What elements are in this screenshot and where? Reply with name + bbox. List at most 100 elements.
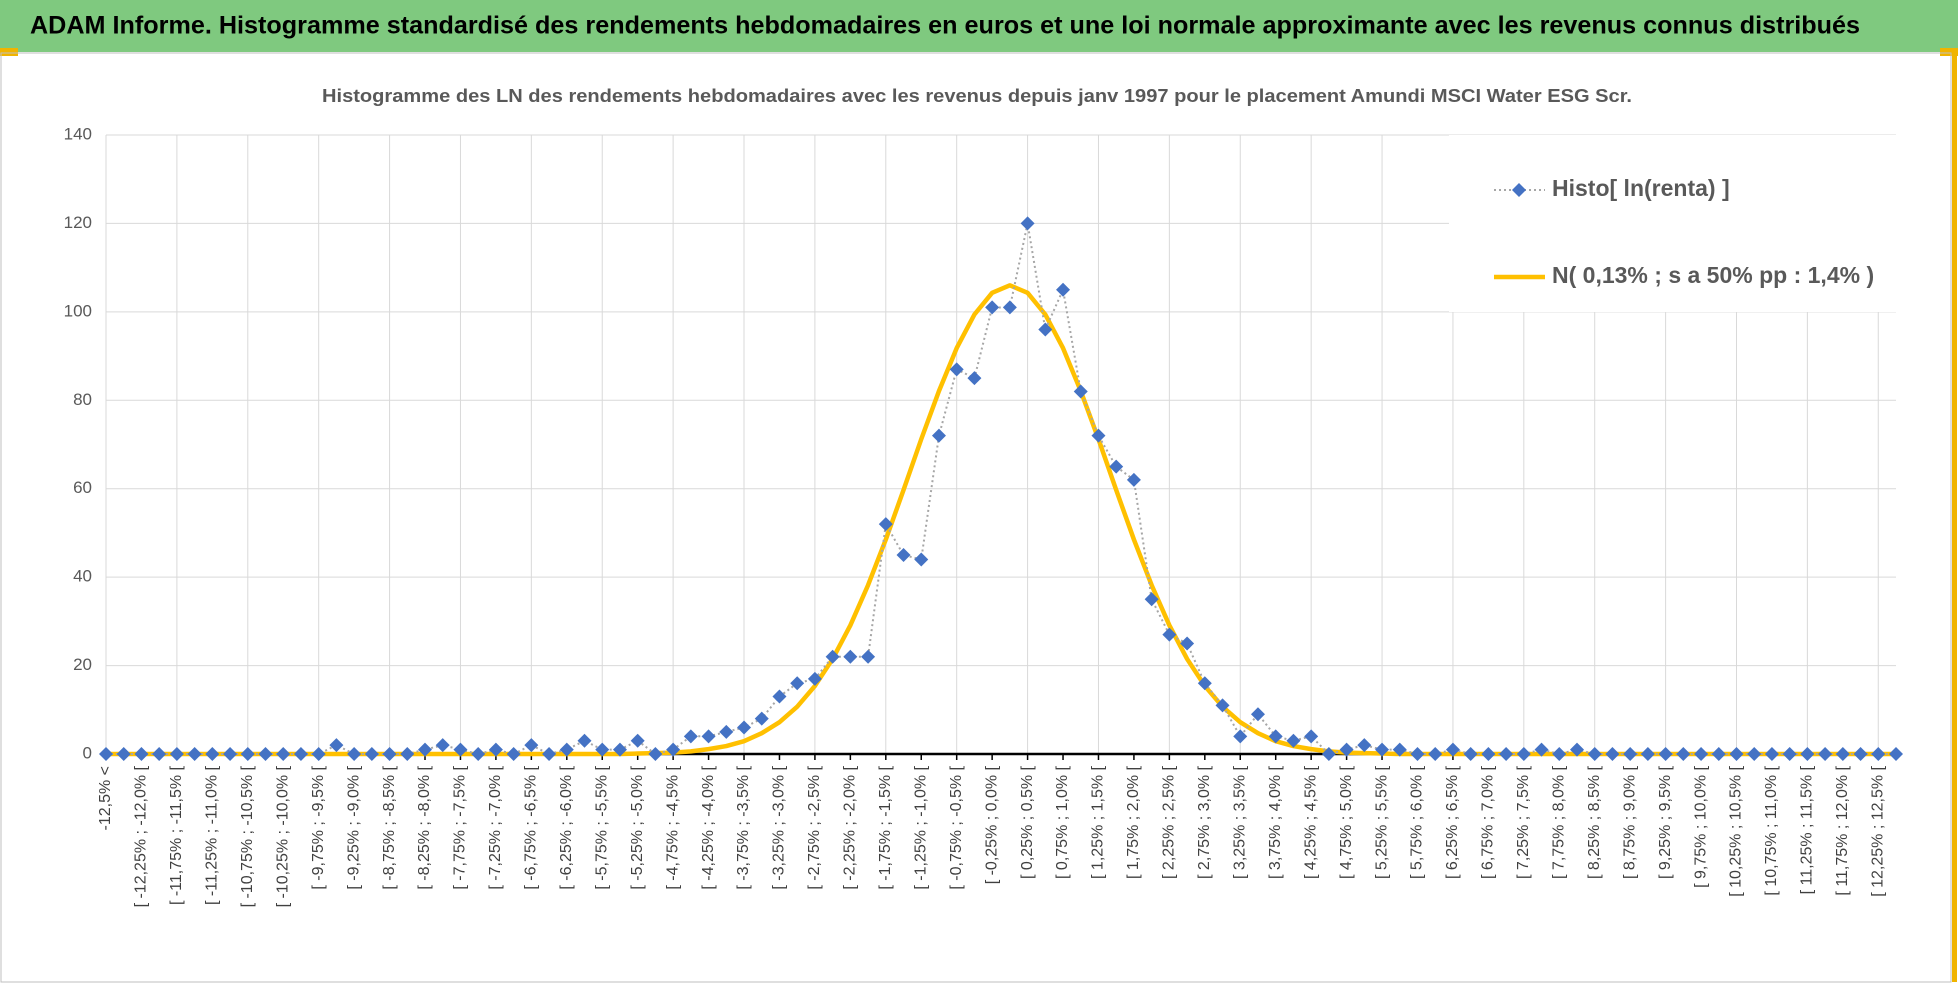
data-point (1339, 742, 1354, 757)
data-point (878, 517, 893, 532)
x-tick-label: [ -8,75% ; -8,5% [ (381, 765, 398, 889)
data-point (931, 428, 946, 443)
data-point (1357, 738, 1372, 753)
x-tick-label: [ 6,25% ; 6,5% [ (1444, 765, 1461, 879)
data-point (1818, 747, 1833, 761)
side-mark (1952, 52, 1957, 982)
x-tick-label: [ 0,75% ; 1,0% [ (1054, 765, 1071, 879)
data-point (1445, 742, 1460, 757)
data-point (825, 649, 840, 664)
data-point (169, 747, 184, 761)
x-tick-label: [ 4,25% ; 4,5% [ (1302, 765, 1319, 879)
data-point (1233, 729, 1248, 744)
data-point (595, 742, 610, 757)
data-point (506, 747, 521, 761)
x-tick-label: [ -3,75% ; -3,5% [ (735, 765, 752, 889)
data-point (737, 720, 752, 735)
data-point (1534, 742, 1549, 757)
data-point (1410, 747, 1425, 761)
x-tick-label: [ -2,75% ; -2,5% [ (806, 765, 823, 889)
data-point (1215, 698, 1230, 713)
data-point (1658, 747, 1673, 761)
x-tick-label: [ 10,25% ; 10,5% [ (1728, 765, 1745, 896)
y-tick-label: 60 (73, 478, 92, 497)
data-point (435, 738, 450, 753)
y-tick-label: 0 (83, 743, 92, 762)
data-point (488, 742, 503, 757)
data-point (612, 742, 627, 757)
x-tick-label: [ 5,75% ; 6,0% [ (1409, 765, 1426, 879)
data-point (1038, 322, 1053, 337)
x-tick-label: [ -6,75% ; -6,5% [ (523, 765, 540, 889)
data-point (258, 747, 273, 761)
x-tick-label: [ -5,25% ; -5,0% [ (629, 765, 646, 889)
x-tick-label: [ -9,75% ; -9,5% [ (310, 765, 327, 889)
x-tick-label: [ -9,25% ; -9,0% [ (345, 765, 362, 889)
data-point (1109, 459, 1124, 474)
data-point (1091, 428, 1106, 443)
legend-label: N( 0,13% ; s a 50% pp : 1,4% ) (1552, 262, 1874, 288)
x-tick-label: [ -7,25% ; -7,0% [ (487, 765, 504, 889)
data-point (1286, 733, 1301, 748)
data-point (1499, 747, 1514, 761)
data-point (648, 747, 663, 761)
data-point (683, 729, 698, 744)
x-tick-label: [ 11,25% ; 11,5% [ (1799, 765, 1816, 894)
y-tick-label: 40 (73, 567, 92, 586)
data-point (701, 729, 716, 744)
x-tick-label: [ -10,25% ; -10,0% [ (274, 765, 291, 907)
x-tick-label: [ 1,25% ; 1,5% [ (1090, 765, 1107, 879)
data-point (223, 747, 238, 761)
x-tick-label: [ 7,25% ; 7,5% [ (1515, 765, 1532, 879)
data-point (1304, 729, 1319, 744)
x-tick-label: [ 8,75% ; 9,0% [ (1621, 765, 1638, 879)
data-point (1835, 747, 1850, 761)
data-point (1002, 300, 1017, 315)
data-point (1676, 747, 1691, 761)
x-tick-label: [ 2,25% ; 2,5% [ (1161, 765, 1178, 879)
x-tick-label: [ -5,75% ; -5,5% [ (593, 765, 610, 889)
data-point (453, 742, 468, 757)
data-point (1428, 747, 1443, 761)
x-tick-label: [ 4,75% ; 5,0% [ (1338, 765, 1355, 879)
data-point (1321, 747, 1336, 761)
page-title: ADAM Informe. Histogramme standardisé de… (30, 12, 1860, 40)
data-point (542, 747, 557, 761)
x-tick-label: [ 8,25% ; 8,5% [ (1586, 765, 1603, 879)
x-tick-label: [ 0,25% ; 0,5% [ (1019, 765, 1036, 879)
data-point (1268, 729, 1283, 744)
data-point (329, 738, 344, 753)
legend-marker (1512, 183, 1526, 197)
x-tick-label: [ -1,25% ; -1,0% [ (912, 765, 929, 889)
x-tick-label: [ -11,25% ; -11,0% [ (204, 765, 221, 905)
data-point (134, 747, 149, 761)
x-tick-label: [ 7,75% ; 8,0% [ (1550, 765, 1567, 879)
x-tick-label: [ -1,75% ; -1,5% [ (877, 765, 894, 889)
x-tick-label: [ -10,75% ; -10,5% [ (239, 765, 256, 907)
y-tick-label: 120 (64, 213, 92, 232)
data-point (630, 733, 645, 748)
y-tick-label: 20 (73, 655, 92, 674)
x-tick-label: [ 9,25% ; 9,5% [ (1657, 765, 1674, 879)
data-point (1800, 747, 1815, 761)
x-tick-label: [ 11,75% ; 12,0% [ (1834, 765, 1851, 895)
data-point (347, 747, 362, 761)
data-point (205, 747, 220, 761)
data-point (1552, 747, 1567, 761)
corner-mark (1940, 48, 1958, 56)
data-point (1694, 747, 1709, 761)
data-point (240, 747, 255, 761)
data-point (1481, 747, 1496, 761)
x-tick-label: [ -6,25% ; -6,0% [ (558, 765, 575, 889)
y-tick-label: 80 (73, 390, 92, 409)
data-point (1569, 742, 1584, 757)
x-tick-label: [ -8,25% ; -8,0% [ (416, 765, 433, 889)
data-point (1020, 216, 1035, 231)
data-point (1073, 384, 1088, 399)
data-point (382, 747, 397, 761)
data-point (471, 747, 486, 761)
x-tick-label: [ 12,25% ; 12,5% [ (1869, 765, 1886, 896)
x-tick-label: [ 6,75% ; 7,0% [ (1480, 765, 1497, 879)
x-tick-label: [ 2,75% ; 3,0% [ (1196, 765, 1213, 879)
